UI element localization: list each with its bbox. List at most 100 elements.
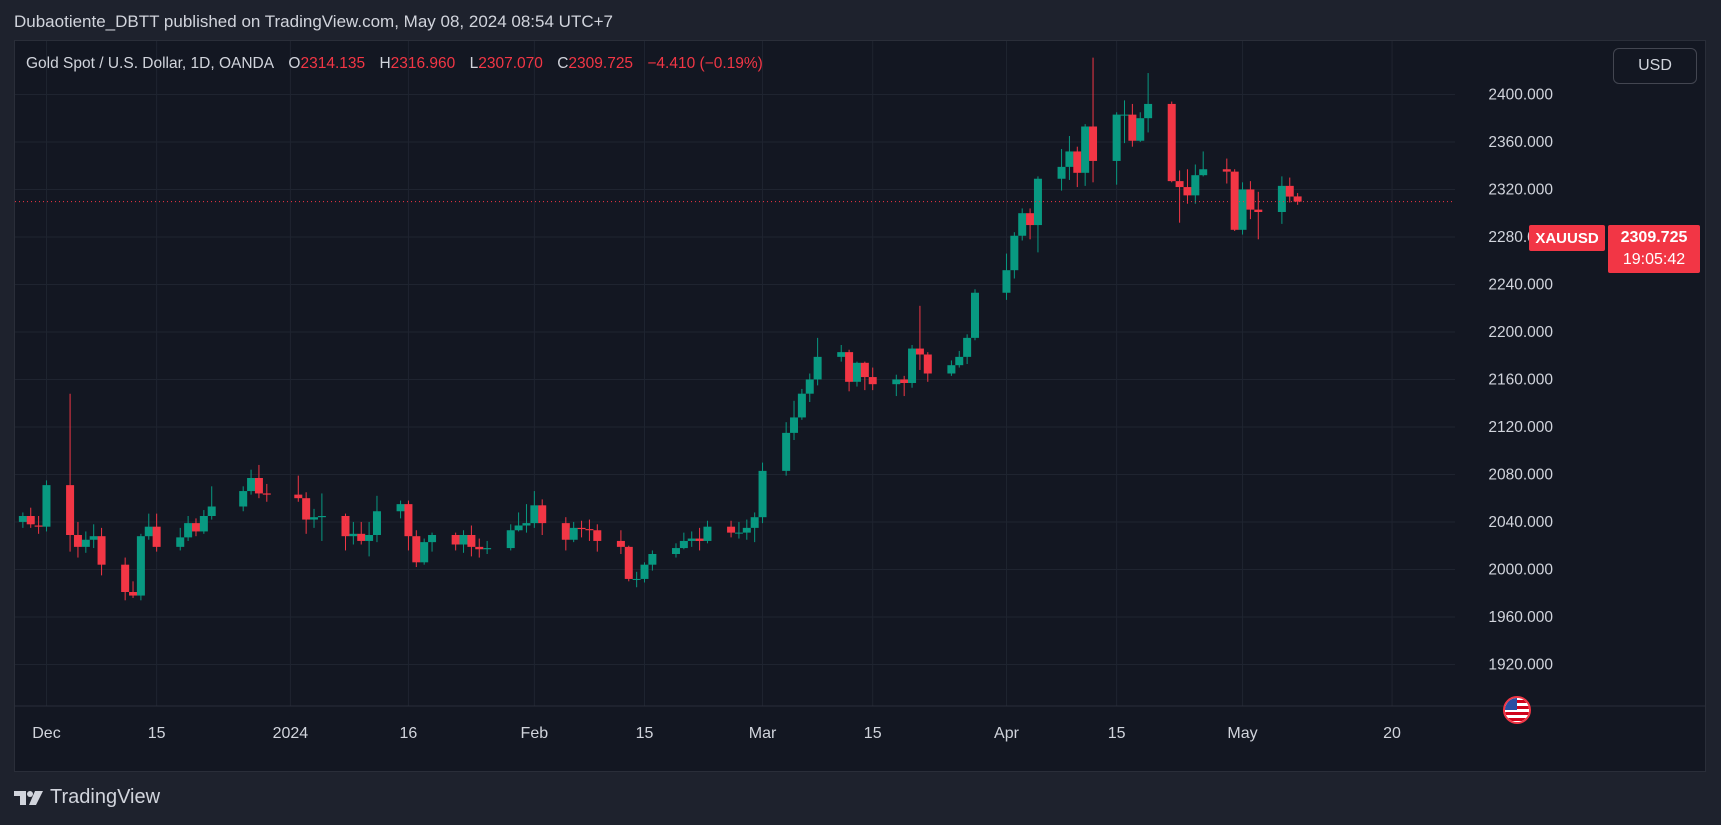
candle-body (1089, 126, 1098, 161)
legend-title: Gold Spot / U.S. Dollar, 1D, OANDA (26, 55, 275, 72)
candle-body (1073, 151, 1082, 173)
legend-close-value: 2309.725 (568, 55, 634, 72)
candle-body (1293, 196, 1302, 202)
legend-low-value: 2307.070 (478, 55, 543, 72)
legend-high-value: 2316.960 (390, 55, 456, 72)
candle-body (81, 539, 90, 547)
last-price-value: 2309.725 (1620, 229, 1688, 246)
x-tick-label: 20 (1383, 725, 1401, 742)
candle-body (947, 365, 956, 374)
candle-body (459, 535, 468, 545)
candle-body (191, 523, 200, 532)
candle-body (89, 536, 98, 540)
candle-body (790, 417, 799, 433)
candle-body (1081, 126, 1090, 173)
candle-body (624, 546, 633, 579)
x-tick-label: 15 (148, 725, 166, 742)
candle-body (1144, 103, 1153, 119)
x-tick-label: Feb (521, 725, 549, 742)
chart-pane[interactable]: 1920.000 1960.000 2000.000 2040.000 2080.000… (14, 40, 1706, 772)
candle-body (955, 356, 964, 366)
candlestick-chart[interactable]: 1920.000 1960.000 2000.000 2040.000 2080.000… (15, 41, 1705, 771)
candle-body (18, 516, 27, 522)
candle-body (483, 548, 492, 550)
x-tick-label: 15 (864, 725, 882, 742)
candle-body (404, 504, 413, 537)
y-tick-label: 2400.000 (1488, 86, 1553, 103)
candle-body (1057, 166, 1066, 179)
legend-open-label: O (288, 55, 301, 72)
candle-body (121, 564, 130, 592)
candle-body (860, 362, 869, 378)
candle-body (1246, 189, 1255, 210)
candle-body (1112, 114, 1121, 161)
y-tick-label: 2160.000 (1488, 371, 1553, 388)
candle-body (868, 377, 877, 385)
candle-body (420, 542, 429, 563)
candle-body (522, 523, 531, 526)
candle-body (900, 379, 909, 383)
candle-body (136, 536, 145, 596)
candle-body (1120, 114, 1129, 116)
candle-body (892, 379, 901, 385)
candle-body (703, 526, 712, 541)
candle-body (129, 592, 138, 596)
candle-body (97, 536, 106, 565)
candle-body (467, 535, 476, 547)
candle-body (428, 535, 437, 543)
footer-brand: TradingView (14, 786, 160, 809)
candle-body (632, 578, 641, 580)
candle-body (475, 546, 484, 550)
candle-body (593, 530, 602, 541)
candle-body (971, 292, 979, 338)
candle-body (310, 517, 319, 520)
candle-body (302, 498, 311, 520)
candle-body (1277, 185, 1286, 212)
candle-body (514, 525, 523, 531)
candle-body (317, 516, 326, 518)
candle-body (506, 530, 515, 549)
candle-body (1065, 151, 1074, 167)
candle-body (750, 517, 759, 528)
us-flag-icon[interactable] (1503, 696, 1531, 724)
candle-body (569, 527, 578, 540)
candle-body (1026, 213, 1035, 226)
candle-body (294, 494, 303, 499)
candle-body (184, 523, 193, 538)
candle-body (727, 526, 736, 533)
candle-body (530, 505, 539, 524)
candle-body (963, 337, 972, 357)
candle-body (1183, 187, 1192, 196)
y-tick-label: 2240.000 (1488, 276, 1553, 293)
y-tick-label: 2000.000 (1488, 561, 1553, 578)
candle-body (1191, 175, 1200, 196)
legend-open-value: 2314.135 (300, 55, 366, 72)
x-tick-label: Dec (32, 725, 60, 742)
publisher-header: Dubaotiente_DBTT published on TradingVie… (14, 12, 613, 31)
candle-body (797, 393, 806, 418)
candle-body (1167, 103, 1176, 182)
y-tick-label: 2120.000 (1488, 419, 1553, 436)
symbol-legend: Gold Spot / U.S. Dollar, 1D, OANDA O2314… (26, 55, 763, 73)
x-tick-label: 15 (636, 725, 654, 742)
candle-body (837, 352, 846, 357)
footer-brand-text: TradingView (50, 786, 161, 808)
x-tick-label: Apr (994, 725, 1020, 742)
candle-body (561, 523, 570, 540)
currency-button[interactable]: USD (1613, 48, 1697, 84)
candle-body (845, 352, 854, 382)
x-tick-label: 15 (1108, 725, 1126, 742)
candle-body (679, 540, 688, 549)
legend-close-label: C (557, 55, 569, 72)
legend-change: −4.410 (−0.19%) (647, 55, 763, 72)
candle-body (742, 527, 751, 533)
candle-body (451, 535, 460, 545)
candle-body (254, 478, 263, 494)
y-tick-label: 2200.000 (1488, 324, 1553, 341)
candle-body (640, 564, 649, 579)
candle-body (1002, 270, 1011, 293)
candle-body (1175, 181, 1184, 188)
candle-body (365, 535, 374, 541)
candle-body (1128, 114, 1137, 141)
candle-body (852, 362, 861, 382)
